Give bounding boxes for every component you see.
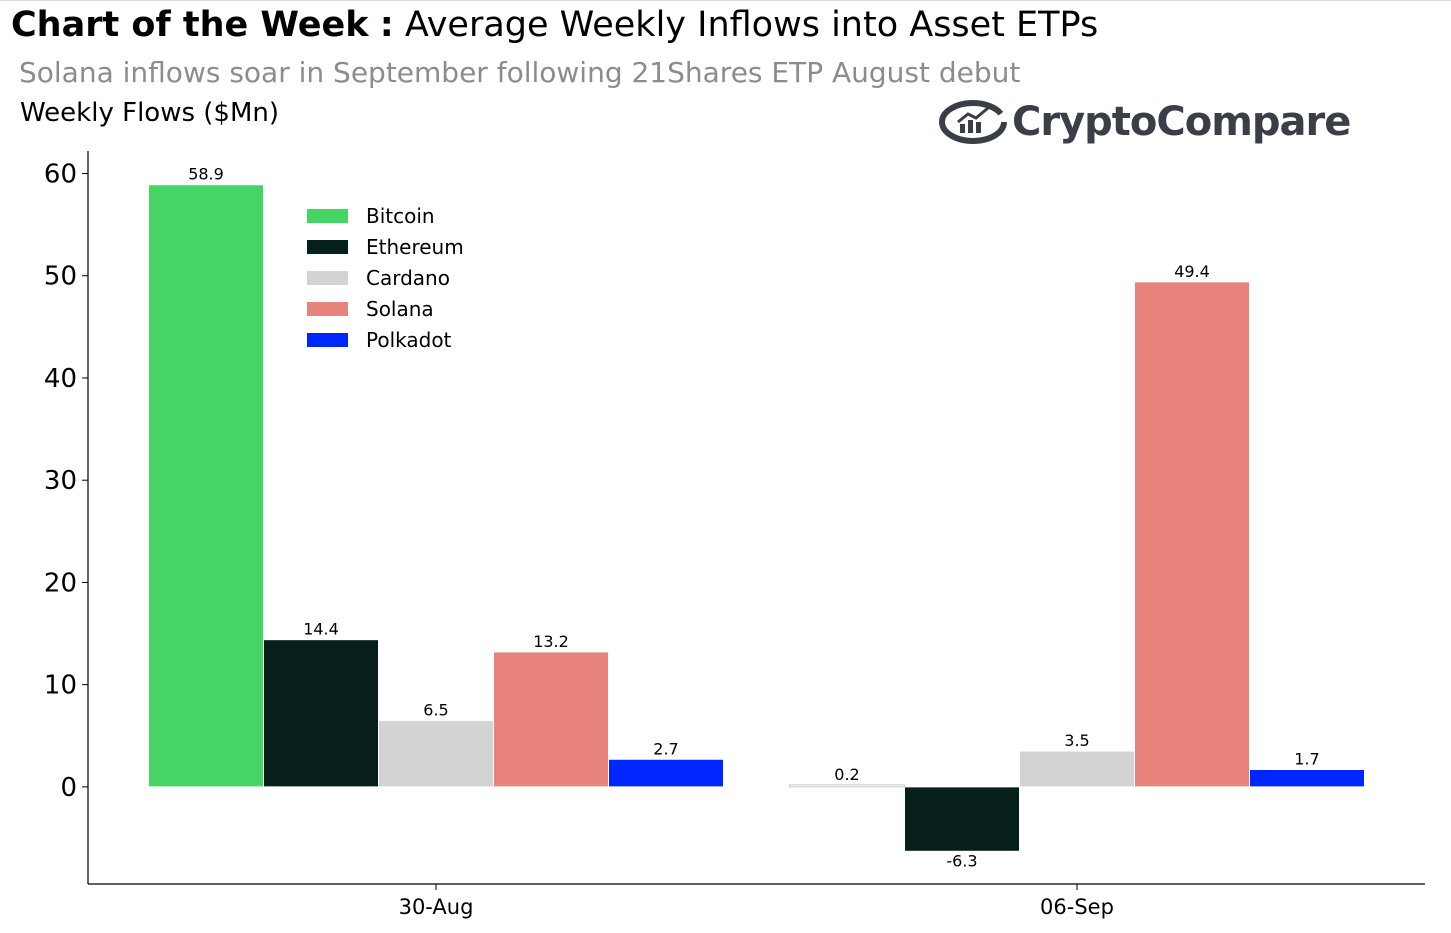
y-tick-label: 0 (60, 773, 77, 803)
y-axis-label: Weekly Flows ($Mn) (20, 98, 280, 128)
y-tick-label: 10 (44, 671, 77, 701)
bar-bitcoin (789, 784, 905, 788)
bar-ethereum (263, 639, 379, 788)
data-label: 14.4 (303, 620, 339, 639)
legend-label-polkadot: Polkadot (366, 328, 452, 352)
title-bold: Chart of the Week (11, 5, 369, 45)
legend-swatch-ethereum (307, 240, 348, 254)
legend-swatch-polkadot (307, 333, 348, 347)
y-tick-label: 40 (44, 364, 77, 394)
chart-title: Chart of the Week : Average Weekly Inflo… (11, 5, 1098, 45)
data-label: 1.7 (1294, 750, 1319, 769)
y-tick-label: 60 (44, 159, 77, 189)
x-tick-label: 06-Sep (1040, 895, 1114, 919)
bar-solana (1134, 281, 1250, 788)
legend-swatch-solana (307, 302, 348, 316)
legend-label-bitcoin: Bitcoin (366, 204, 435, 228)
data-label: -6.3 (946, 851, 977, 870)
data-label: 0.2 (834, 765, 859, 784)
y-tick-label: 20 (44, 568, 77, 598)
logo-text: CryptoCompare (1012, 99, 1351, 145)
title-rest: Average Weekly Inflows into Asset ETPs (404, 5, 1099, 45)
legend-swatch-bitcoin (307, 209, 348, 223)
data-label: 13.2 (533, 632, 569, 651)
legend-swatch-cardano (307, 271, 348, 285)
legend-label-cardano: Cardano (366, 266, 450, 290)
data-label: 3.5 (1064, 731, 1089, 750)
logo-chart-icon (939, 100, 1007, 144)
bar-ethereum (904, 786, 1020, 852)
bar-polkadot (1249, 769, 1365, 788)
bar-bitcoin (148, 184, 264, 788)
y-tick-label: 50 (44, 262, 77, 292)
x-tick-label: 30-Aug (399, 895, 474, 919)
bar-solana (493, 651, 609, 788)
data-label: 58.9 (188, 165, 224, 184)
bar-cardano (1019, 750, 1135, 788)
data-label: 2.7 (653, 739, 678, 758)
y-tick-label: 30 (44, 466, 77, 496)
bar-polkadot (608, 758, 724, 788)
legend-label-ethereum: Ethereum (366, 235, 464, 259)
title-separator: : (379, 5, 394, 45)
cryptocompare-logo: CryptoCompare (938, 97, 1351, 147)
data-label: 6.5 (423, 700, 448, 719)
bar-cardano (378, 719, 494, 788)
chart-subtitle: Solana inflows soar in September followi… (19, 56, 1021, 89)
data-label: 49.4 (1174, 262, 1210, 281)
legend-label-solana: Solana (366, 297, 434, 321)
